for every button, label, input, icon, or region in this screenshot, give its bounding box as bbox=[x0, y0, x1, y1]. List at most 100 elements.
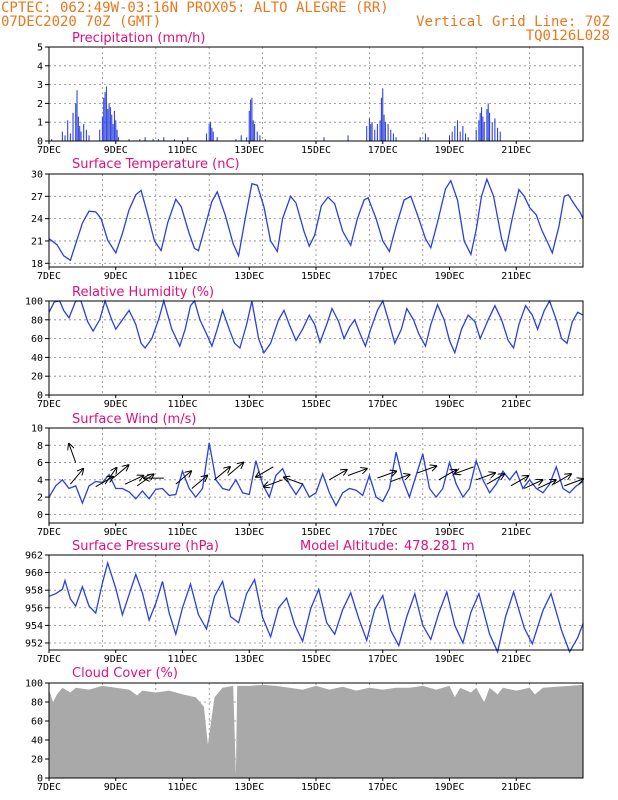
header-date: 07DEC2020 70Z (GMT) bbox=[1, 14, 162, 30]
precip-bar bbox=[479, 112, 481, 141]
precip-bar bbox=[489, 112, 491, 141]
wind-arrow bbox=[455, 466, 474, 474]
precip-bar bbox=[67, 120, 69, 141]
x-tick-label: 7DEC bbox=[37, 782, 61, 793]
x-tick-label: 15DEC bbox=[301, 399, 331, 410]
precip-bar bbox=[252, 120, 254, 141]
x-tick-label: 11DEC bbox=[167, 399, 197, 410]
precip-bar bbox=[448, 135, 451, 141]
y-tick-label: 80 bbox=[31, 698, 43, 709]
x-tick-label: 11DEC bbox=[167, 527, 197, 538]
precip-bar bbox=[61, 131, 63, 141]
y-tick-label: 20 bbox=[31, 372, 43, 383]
precip-bar bbox=[368, 118, 370, 141]
precip-bar bbox=[497, 127, 499, 141]
precip-bar bbox=[69, 133, 71, 141]
precip-bar bbox=[212, 131, 214, 141]
temp-series-line bbox=[48, 177, 584, 262]
x-tick-label: 7DEC bbox=[37, 145, 61, 156]
y-tick-label: 100 bbox=[25, 297, 43, 308]
rh-series-line bbox=[48, 298, 584, 355]
y-tick-label: 0 bbox=[37, 391, 43, 402]
wind-arrow bbox=[537, 480, 556, 489]
precip-bar bbox=[85, 129, 87, 141]
precip-bar bbox=[478, 120, 480, 141]
precip-bar bbox=[248, 110, 250, 141]
precip-bar bbox=[115, 120, 117, 141]
cloud-cover-title: Cloud Cover (%) bbox=[72, 666, 178, 681]
precip-bar bbox=[105, 86, 107, 141]
x-tick-label: 21DEC bbox=[501, 145, 531, 156]
wind-arrow bbox=[476, 473, 495, 481]
precip-bar bbox=[152, 139, 154, 141]
pres-series-line bbox=[48, 560, 584, 654]
precip-bar bbox=[491, 122, 493, 141]
wind-arrow bbox=[214, 467, 230, 481]
precip-bar bbox=[211, 127, 213, 141]
wind-arrow bbox=[510, 476, 528, 487]
x-tick-label: 17DEC bbox=[368, 782, 398, 793]
wind-arrow bbox=[69, 444, 77, 463]
precip-bar bbox=[467, 137, 469, 141]
precip-bar bbox=[483, 122, 485, 141]
y-tick-label: 956 bbox=[25, 603, 43, 614]
precip-bar bbox=[382, 88, 384, 141]
precip-bar bbox=[210, 122, 212, 141]
precip-bar bbox=[139, 139, 141, 141]
x-tick-label: 9DEC bbox=[104, 654, 128, 665]
x-tick-label: 9DEC bbox=[104, 399, 128, 410]
precip-bar bbox=[216, 137, 218, 141]
x-tick-label: 19DEC bbox=[434, 399, 464, 410]
precip-bar bbox=[256, 131, 258, 141]
precip-bar bbox=[456, 120, 459, 141]
temperature-panel: Surface Temperature (nC) 18 21 24 27 30 7DEC 9… bbox=[31, 157, 584, 282]
y-tick-label: 4 bbox=[37, 61, 43, 72]
y-tick-label: 80 bbox=[31, 315, 43, 326]
y-tick-label: 0 bbox=[37, 137, 43, 148]
y-tick-label: 1 bbox=[37, 118, 43, 129]
precip-bar bbox=[419, 137, 421, 141]
x-tick-label: 11DEC bbox=[167, 271, 197, 282]
precip-bar bbox=[323, 137, 325, 141]
precip-bar bbox=[104, 92, 106, 141]
cloud-cover-area bbox=[49, 684, 583, 778]
wind-arrow bbox=[69, 469, 83, 485]
y-tick-label: 0 bbox=[37, 510, 43, 521]
x-tick-label: 11DEC bbox=[167, 145, 197, 156]
x-tick-label: 17DEC bbox=[368, 271, 398, 282]
precip-bar bbox=[163, 137, 165, 141]
precip-bar bbox=[107, 109, 109, 141]
precip-bar bbox=[395, 137, 397, 141]
precip-bar bbox=[494, 118, 496, 141]
x-tick-label: 7DEC bbox=[37, 399, 61, 410]
precip-bar bbox=[108, 103, 110, 141]
precip-bar bbox=[64, 135, 66, 141]
y-tick-label: 100 bbox=[25, 679, 43, 690]
precip-bar bbox=[424, 133, 427, 141]
wind-arrow bbox=[524, 480, 542, 489]
x-tick-label: 19DEC bbox=[434, 271, 464, 282]
wind-arrow bbox=[417, 466, 436, 474]
pressure-title: Surface Pressure (hPa) bbox=[72, 539, 219, 554]
y-tick-label: 952 bbox=[25, 638, 43, 649]
header-grid-line: Vertical Grid Line: 70Z bbox=[416, 14, 610, 30]
wind-arrow bbox=[564, 479, 583, 487]
model-altitude-value: 478.281 m bbox=[404, 539, 475, 554]
precip-bar bbox=[464, 133, 467, 141]
y-tick-label: 2 bbox=[37, 99, 43, 110]
x-tick-label: 7DEC bbox=[37, 654, 61, 665]
x-tick-label: 7DEC bbox=[37, 271, 61, 282]
precip-bar bbox=[451, 131, 453, 141]
x-tick-label: 15DEC bbox=[301, 654, 331, 665]
x-tick-label: 15DEC bbox=[301, 145, 331, 156]
x-tick-label: 15DEC bbox=[301, 527, 331, 538]
x-tick-label: 9DEC bbox=[104, 527, 128, 538]
precip-bar bbox=[128, 139, 130, 141]
y-tick-label: 8 bbox=[37, 441, 43, 452]
y-tick-label: 60 bbox=[31, 334, 43, 345]
precip-bar bbox=[366, 125, 368, 141]
precip-bar bbox=[254, 124, 256, 141]
y-tick-label: 0 bbox=[37, 774, 43, 785]
y-tick-label: 40 bbox=[31, 736, 43, 747]
